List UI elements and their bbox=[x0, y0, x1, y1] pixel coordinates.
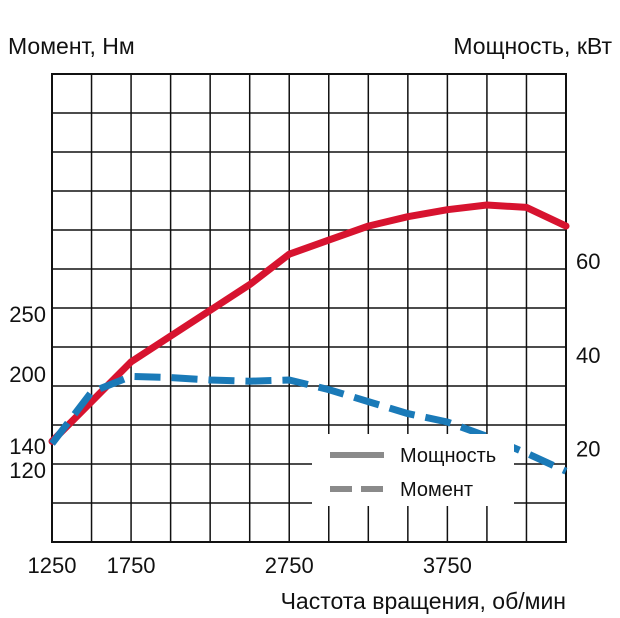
x-tick-label: 1750 bbox=[107, 553, 156, 578]
series-group bbox=[48, 201, 570, 475]
legend-box bbox=[312, 434, 514, 506]
legend-label-torque: Момент bbox=[400, 479, 473, 501]
x-tick-label: 2750 bbox=[265, 553, 314, 578]
y-left-tick-label: 250 bbox=[9, 302, 46, 327]
legend-label-power: Мощность bbox=[400, 445, 496, 467]
y-left-axis-title: Момент, Нм bbox=[8, 33, 135, 59]
y-right-tick-label: 20 bbox=[576, 436, 600, 461]
y-right-tick-label: 40 bbox=[576, 343, 600, 368]
y-left-tick-label: 200 bbox=[9, 362, 46, 387]
x-tick-label: 3750 bbox=[423, 553, 472, 578]
y-left-tick-label: 120 bbox=[9, 458, 46, 483]
series-line-power bbox=[48, 201, 570, 445]
y-right-tick-label: 60 bbox=[576, 249, 600, 274]
y-right-axis-title: Мощность, кВт bbox=[453, 33, 612, 59]
y-left-tick-label: 140 bbox=[9, 434, 46, 459]
plot-frame bbox=[51, 73, 567, 543]
x-tick-label: 1250 bbox=[28, 553, 77, 578]
x-axis-title: Частота вращения, об/мин bbox=[281, 588, 566, 614]
